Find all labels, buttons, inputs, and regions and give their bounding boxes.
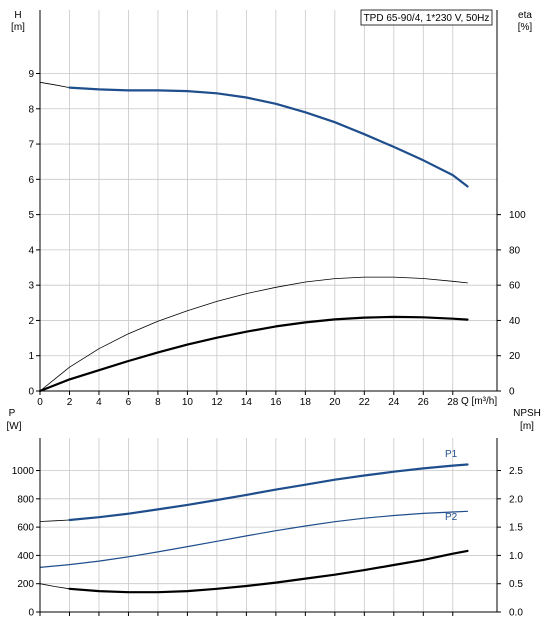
chart-title: TPD 65-90/4, 1*230 V, 50Hz	[364, 13, 490, 24]
bottom-axes	[39, 438, 498, 613]
series-line-eta-3	[38, 378, 71, 393]
series-label-p2: P2	[445, 512, 458, 523]
y-left-tick-label-2: 2	[28, 316, 34, 327]
y-right-unit-top: [%]	[518, 22, 533, 33]
top-series	[38, 81, 469, 393]
x-tick-label-26: 26	[418, 397, 430, 408]
bottom-series	[39, 463, 469, 594]
y-right-tick-label-80: 80	[509, 245, 521, 256]
y-right-tick-label-20: 20	[509, 351, 521, 362]
y-right-tick-label-0.0: 0.0	[509, 608, 523, 619]
y-left-tick-label-7: 7	[28, 140, 34, 151]
series-line-p1-1	[68, 463, 469, 522]
y-left-tick-label-9: 9	[28, 69, 34, 80]
x-tick-label-10: 10	[182, 397, 194, 408]
y-left-tick-label-8: 8	[28, 104, 34, 115]
y-left-label-top: H	[14, 10, 21, 21]
y-left-tick-label-1000: 1000	[12, 466, 35, 477]
top-ticks: 0 2 4 6 8 10 12 14 16 18 20 22 24 26 28012345678902040…	[28, 69, 526, 408]
y-left-tick-label-1: 1	[28, 351, 34, 362]
series-line-eta-4	[68, 315, 469, 381]
y-right-tick-label-0: 0	[509, 387, 515, 398]
y-right-tick-label-0.5: 0.5	[509, 579, 523, 590]
x-tick-label-28: 28	[447, 397, 459, 408]
y-left-tick-label-4: 4	[28, 245, 34, 256]
x-tick-label-2: 2	[67, 397, 73, 408]
y-left-unit-top: [m]	[11, 22, 25, 33]
y-right-tick-label-1.0: 1.0	[509, 551, 523, 562]
series-line-npsh-3	[39, 583, 70, 590]
x-tick-label-18: 18	[300, 397, 312, 408]
y-left-tick-label-400: 400	[17, 551, 34, 562]
bottom-panel: 0 200 400 600 800 1000 0.0 0.5 1.0 1.5 2.0 2.5 P [W…	[7, 408, 541, 619]
x-tick-label-22: 22	[359, 397, 371, 408]
top-panel: 0 2 4 6 8 10 12 14 16 18 20 22 24 26 28012345678902040…	[11, 9, 533, 408]
y-right-label-bottom: NPSH	[513, 408, 541, 419]
x-tick-label-12: 12	[211, 397, 223, 408]
y-right-tick-label-2.0: 2.0	[509, 494, 523, 505]
x-tick-label-8: 8	[155, 397, 161, 408]
y-left-tick-label-6: 6	[28, 175, 34, 186]
y-right-tick-label-60: 60	[509, 281, 521, 292]
x-tick-label-6: 6	[126, 397, 132, 408]
series-label-p1: P1	[445, 449, 458, 460]
x-tick-label-0: 0	[37, 397, 43, 408]
x-axis-label: Q [m³/h]	[461, 396, 497, 407]
y-left-unit-bottom: [W]	[7, 421, 22, 432]
series-line-h-1	[68, 86, 469, 188]
x-tick-label-16: 16	[270, 397, 282, 408]
series-line-h-0	[39, 81, 70, 88]
y-left-tick-label-3: 3	[28, 281, 34, 292]
x-tick-label-14: 14	[241, 397, 253, 408]
y-right-tick-label-1.5: 1.5	[509, 523, 523, 534]
y-left-tick-label-200: 200	[17, 579, 34, 590]
y-left-label-bottom: P	[9, 408, 16, 419]
top-grid	[40, 10, 497, 391]
y-left-tick-label-0: 0	[28, 608, 34, 619]
y-right-tick-label-100: 100	[509, 210, 526, 221]
y-left-tick-label-800: 800	[17, 494, 34, 505]
series-line-eta-thin-2	[39, 276, 468, 392]
x-tick-label-20: 20	[329, 397, 341, 408]
series-line-npsh-4	[68, 549, 469, 594]
y-left-tick-label-600: 600	[17, 523, 34, 534]
y-right-tick-label-2.5: 2.5	[509, 466, 523, 477]
series-line-p1-0	[39, 519, 70, 522]
title-box	[360, 9, 493, 26]
y-right-unit-bottom: [m]	[520, 421, 534, 432]
y-right-tick-label-40: 40	[509, 316, 521, 327]
series-line-p2-2	[39, 510, 469, 569]
bottom-ticks: 0 200 400 600 800 1000 0.0 0.5 1.0 1.5 2.0 2.5	[12, 466, 524, 618]
x-tick-label-24: 24	[388, 397, 400, 408]
y-left-tick-label-0: 0	[28, 387, 34, 398]
y-right-label-top: eta	[518, 10, 532, 21]
y-left-tick-label-5: 5	[28, 210, 34, 221]
x-tick-label-4: 4	[96, 397, 102, 408]
